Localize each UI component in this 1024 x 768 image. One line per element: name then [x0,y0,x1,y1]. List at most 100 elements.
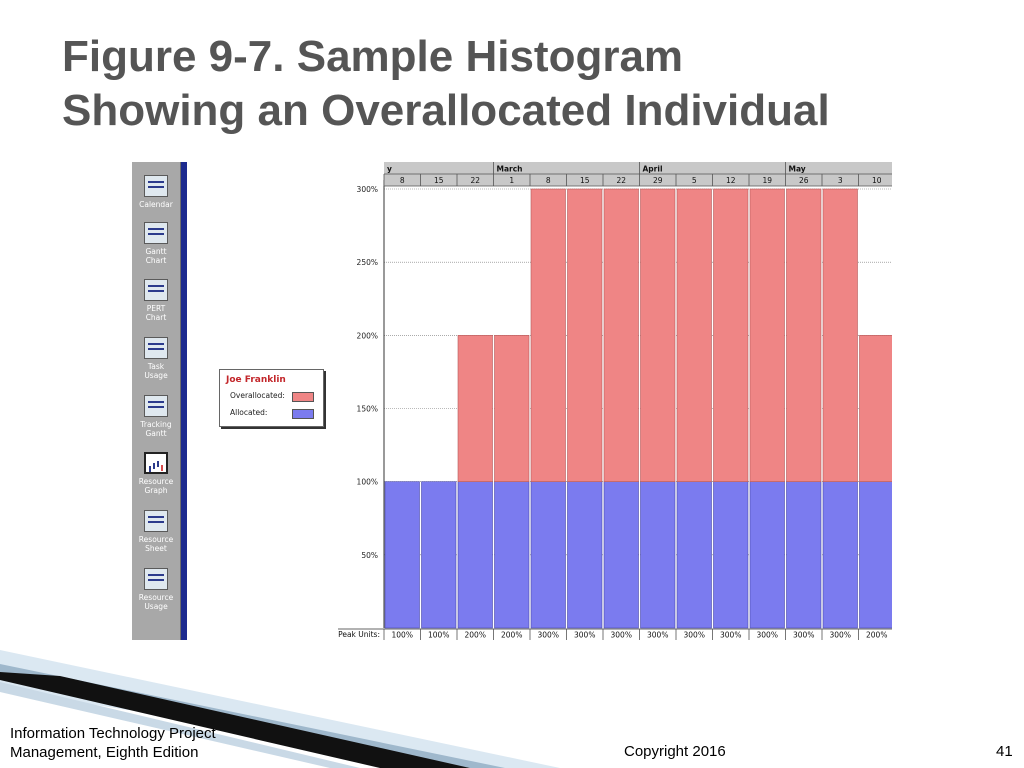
week-label: 22 [616,176,626,185]
overallocated-bar [457,335,493,482]
allocated-bar [603,481,639,629]
y-tick-label: 150% [357,405,378,414]
resource-legend: Joe Franklin Overallocated: Allocated: [219,369,324,427]
y-tick-label: 250% [357,258,378,267]
week-label: 15 [580,176,590,185]
y-tick-label: 100% [357,478,378,487]
view-label: Tracking Gantt [140,420,172,438]
view-label: Task Usage [144,362,168,380]
allocated-bar [859,481,892,629]
week-label: 8 [400,176,405,185]
resource-graph-icon [144,452,168,474]
allocated-bar [713,481,749,629]
view-tracking-gantt[interactable]: Tracking Gantt [132,395,180,438]
peak-units-value: 100% [392,631,413,640]
view-label: Calendar [139,200,173,209]
view-resource-usage[interactable]: Resource Usage [132,568,180,611]
footer-line2: Management, Eighth Edition [10,744,199,761]
peak-units-value: 300% [793,631,814,640]
week-label: 10 [872,176,882,185]
peak-units-value: 300% [830,631,851,640]
peak-units-value: 300% [611,631,632,640]
peak-units-value: 300% [574,631,595,640]
tracking-gantt-icon [144,395,168,417]
week-label: 3 [838,176,843,185]
pert-chart-icon [144,279,168,301]
view-label: Resource Sheet [138,535,174,553]
week-label: 12 [726,176,736,185]
calendar-icon [144,175,168,197]
week-label: 5 [692,176,697,185]
week-label: 22 [470,176,480,185]
peak-units-value: 200% [866,631,887,640]
allocated-bar [786,481,822,629]
week-label: 15 [434,176,444,185]
legend-resource-name: Joe Franklin [226,375,286,385]
allocated-bar [494,481,530,629]
slide-title: Figure 9-7. Sample Histogram Showing an … [62,30,830,138]
allocated-bar [676,481,712,629]
view-label: PERT Chart [145,304,167,322]
week-label: 8 [546,176,551,185]
peak-units-value: 200% [501,631,522,640]
view-label: Resource Graph [138,477,174,495]
overallocated-bar [749,188,785,482]
view-resource-sheet[interactable]: Resource Sheet [132,510,180,553]
overallocated-bar [603,188,639,482]
overallocated-bar [713,188,749,482]
peak-units-value: 100% [428,631,449,640]
overallocated-bar [859,335,892,482]
overallocated-bar [567,188,603,482]
allocated-bar [457,481,493,629]
resource-usage-icon [144,568,168,590]
week-label: 26 [799,176,809,185]
view-pert-chart[interactable]: PERT Chart [132,279,180,322]
view-calendar[interactable]: Calendar [132,175,180,209]
footer-line1: Information Technology Project [10,725,216,742]
legend-overallocated-swatch [292,392,314,402]
legend-overallocated-label: Overallocated: [230,391,285,400]
allocated-bar [384,481,420,629]
month-label: May [789,165,806,174]
view-resource-graph[interactable]: Resource Graph [132,452,180,495]
y-tick-label: 300% [357,185,378,194]
peak-units-value: 300% [684,631,705,640]
slide-title-line2: Showing an Overallocated Individual [62,86,830,135]
peak-units-value: 300% [647,631,668,640]
view-label: Gantt Chart [145,247,167,265]
peak-units-value: 300% [720,631,741,640]
overallocated-bar [530,188,566,482]
view-gantt-chart[interactable]: Gantt Chart [132,222,180,265]
task-usage-icon [144,337,168,359]
pane-divider[interactable] [181,162,187,640]
peak-units-value: 200% [465,631,486,640]
peak-units-value: 300% [538,631,559,640]
page-number: 41 [996,743,1013,760]
view-task-usage[interactable]: Task Usage [132,337,180,380]
resource-histogram: 50% 100% 150% 200% 250% 300% 8 15 22 1 8 15 22 29 5 12… [338,162,892,640]
allocated-bar [530,481,566,629]
allocated-bar [822,481,858,629]
month-label: March [497,165,523,174]
decorative-stripes [0,650,560,768]
peak-units-value: 300% [757,631,778,640]
footer-book-title: Information Technology Project Managemen… [10,724,216,762]
y-tick-label: 200% [357,331,378,340]
legend-allocated-swatch [292,409,314,419]
month-label: y [387,165,392,174]
peak-units-label: Peak Units: [338,630,380,639]
view-label: Resource Usage [138,593,174,611]
y-tick-label: 50% [361,551,378,560]
footer-copyright: Copyright 2016 [624,743,726,760]
resource-sheet-icon [144,510,168,532]
overallocated-bar [640,188,676,482]
legend-allocated-label: Allocated: [230,408,268,417]
overallocated-bar [822,188,858,482]
overallocated-bar [676,188,712,482]
gantt-chart-icon [144,222,168,244]
slide-title-line1: Figure 9-7. Sample Histogram [62,32,684,81]
overallocated-bar [494,335,530,482]
week-label: 19 [762,176,772,185]
allocated-bar [421,481,457,629]
week-label: 1 [509,176,514,185]
